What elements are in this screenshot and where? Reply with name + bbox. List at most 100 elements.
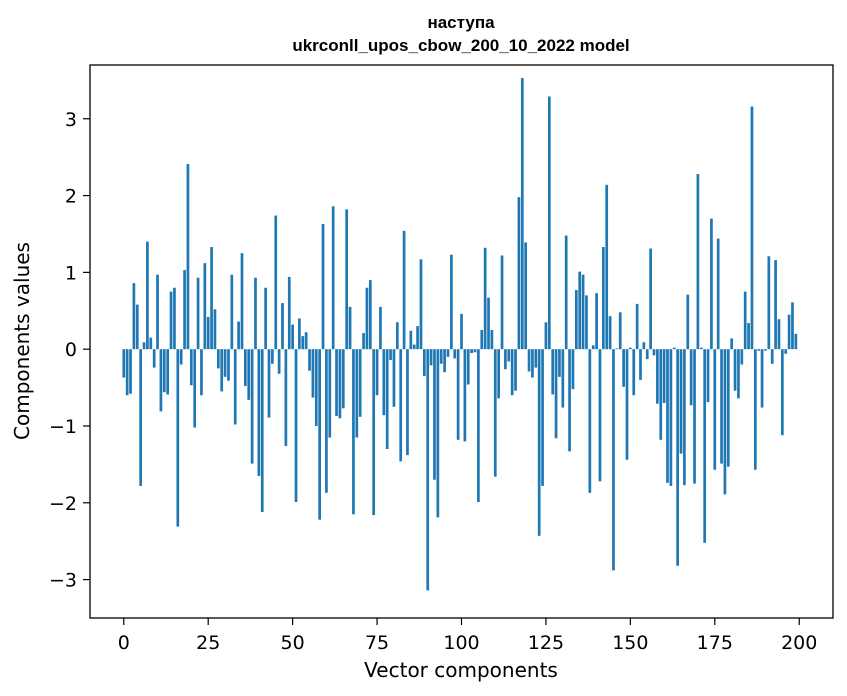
bar (419, 259, 423, 350)
bar (301, 336, 305, 350)
bar (355, 349, 359, 438)
bar (271, 349, 274, 364)
bar (581, 274, 585, 350)
bar (669, 349, 673, 486)
bar (760, 349, 764, 408)
bar (409, 330, 413, 350)
bar (750, 106, 754, 350)
bar (446, 349, 450, 357)
bar (456, 349, 460, 440)
bar (125, 349, 129, 396)
bar (179, 349, 183, 365)
bar (774, 260, 777, 350)
bar (463, 349, 467, 442)
bar (220, 349, 224, 392)
bar (392, 349, 396, 407)
bar (477, 349, 480, 503)
bar (200, 349, 203, 396)
bar (757, 349, 761, 351)
bar (780, 349, 784, 436)
bar (423, 349, 426, 377)
bar (706, 349, 710, 403)
bar (764, 349, 767, 351)
bar (189, 349, 193, 386)
bar (308, 349, 311, 371)
bar (517, 197, 521, 350)
bar (659, 349, 663, 440)
bar (699, 347, 703, 350)
y-tick-label: −1 (49, 416, 77, 438)
bar (656, 349, 659, 404)
bar (341, 349, 345, 409)
bar (791, 302, 794, 350)
bar (564, 235, 568, 350)
bar (379, 306, 382, 350)
bar (193, 349, 197, 428)
bar (129, 349, 132, 394)
bar (595, 293, 598, 350)
bar (406, 349, 409, 456)
bar (726, 349, 730, 467)
bar (608, 316, 612, 350)
bar (152, 349, 156, 368)
bar (196, 277, 200, 350)
bar (281, 303, 284, 350)
bar (585, 295, 588, 350)
bar (216, 349, 220, 369)
bar (497, 349, 500, 399)
bar (571, 349, 575, 390)
bar (652, 349, 656, 356)
bar (551, 349, 555, 395)
x-tick-label: 100 (443, 632, 479, 654)
bar (223, 349, 227, 377)
bar (541, 349, 544, 486)
bar (206, 316, 210, 350)
bar (250, 349, 254, 464)
bar (676, 349, 679, 566)
bar (358, 349, 362, 417)
bar (514, 349, 517, 391)
bar (625, 349, 629, 460)
bar (260, 349, 264, 513)
bar (402, 230, 406, 350)
bar (254, 277, 257, 350)
bar (460, 313, 463, 350)
bar (743, 291, 747, 350)
bar (399, 349, 403, 462)
bar (429, 349, 433, 366)
bar (713, 349, 717, 470)
bar (601, 247, 605, 350)
bar (767, 256, 771, 350)
bar (433, 349, 436, 480)
bar (558, 349, 561, 377)
bar (578, 271, 582, 350)
chart-title: наступа (427, 13, 495, 32)
bar (466, 349, 470, 385)
bar (345, 209, 349, 350)
bar (375, 349, 379, 396)
bar (716, 238, 720, 350)
y-axis-label: Components values (10, 242, 34, 440)
bar (693, 349, 696, 484)
bar (493, 349, 497, 477)
bar (487, 297, 490, 350)
bar (338, 349, 342, 419)
bar (618, 312, 622, 350)
bar (605, 184, 609, 350)
bar (382, 349, 386, 416)
bar (352, 349, 355, 515)
bar (416, 326, 419, 350)
bar (507, 349, 511, 362)
bar (629, 347, 632, 350)
bar (524, 242, 528, 350)
y-axis-ticks: −3 −2 −1 0 1 2 3 (49, 109, 90, 592)
bar (139, 349, 143, 486)
bar (237, 321, 240, 350)
bar (710, 218, 713, 350)
bar (453, 349, 457, 359)
bar (520, 78, 524, 350)
bar (480, 329, 484, 350)
bar (321, 223, 325, 350)
bar (490, 329, 494, 350)
bar (426, 349, 430, 591)
